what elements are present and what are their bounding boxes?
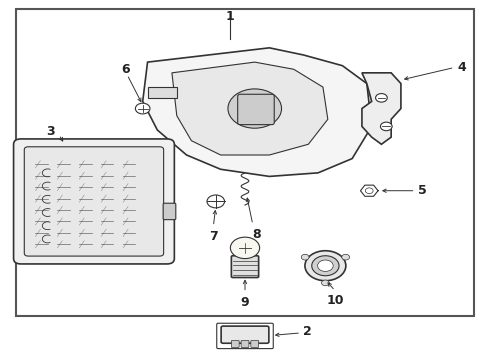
Circle shape (305, 251, 346, 281)
Text: 8: 8 (252, 228, 261, 241)
Circle shape (375, 94, 387, 102)
FancyBboxPatch shape (238, 94, 274, 125)
FancyBboxPatch shape (221, 326, 269, 343)
Text: 3: 3 (46, 125, 54, 138)
Circle shape (207, 195, 224, 208)
Circle shape (380, 122, 392, 131)
FancyBboxPatch shape (14, 139, 174, 264)
Circle shape (321, 280, 329, 286)
FancyBboxPatch shape (231, 341, 239, 347)
Text: 2: 2 (303, 325, 312, 338)
FancyBboxPatch shape (241, 341, 249, 347)
Circle shape (228, 89, 282, 128)
Circle shape (135, 103, 150, 114)
Polygon shape (147, 87, 177, 98)
FancyBboxPatch shape (163, 203, 176, 220)
Text: 4: 4 (457, 61, 465, 74)
Circle shape (301, 254, 309, 260)
FancyBboxPatch shape (251, 341, 259, 347)
Circle shape (342, 254, 349, 260)
Circle shape (318, 260, 333, 271)
Polygon shape (362, 73, 401, 144)
FancyBboxPatch shape (24, 147, 164, 256)
Polygon shape (143, 48, 372, 176)
Text: 10: 10 (326, 294, 344, 307)
Text: 6: 6 (122, 63, 130, 76)
Polygon shape (172, 62, 328, 155)
Text: 1: 1 (226, 10, 235, 23)
FancyBboxPatch shape (231, 256, 259, 278)
Circle shape (366, 188, 373, 194)
Text: 9: 9 (241, 296, 249, 309)
Circle shape (230, 237, 260, 258)
Circle shape (312, 256, 339, 276)
Text: 5: 5 (418, 184, 427, 197)
Text: 7: 7 (209, 230, 218, 243)
